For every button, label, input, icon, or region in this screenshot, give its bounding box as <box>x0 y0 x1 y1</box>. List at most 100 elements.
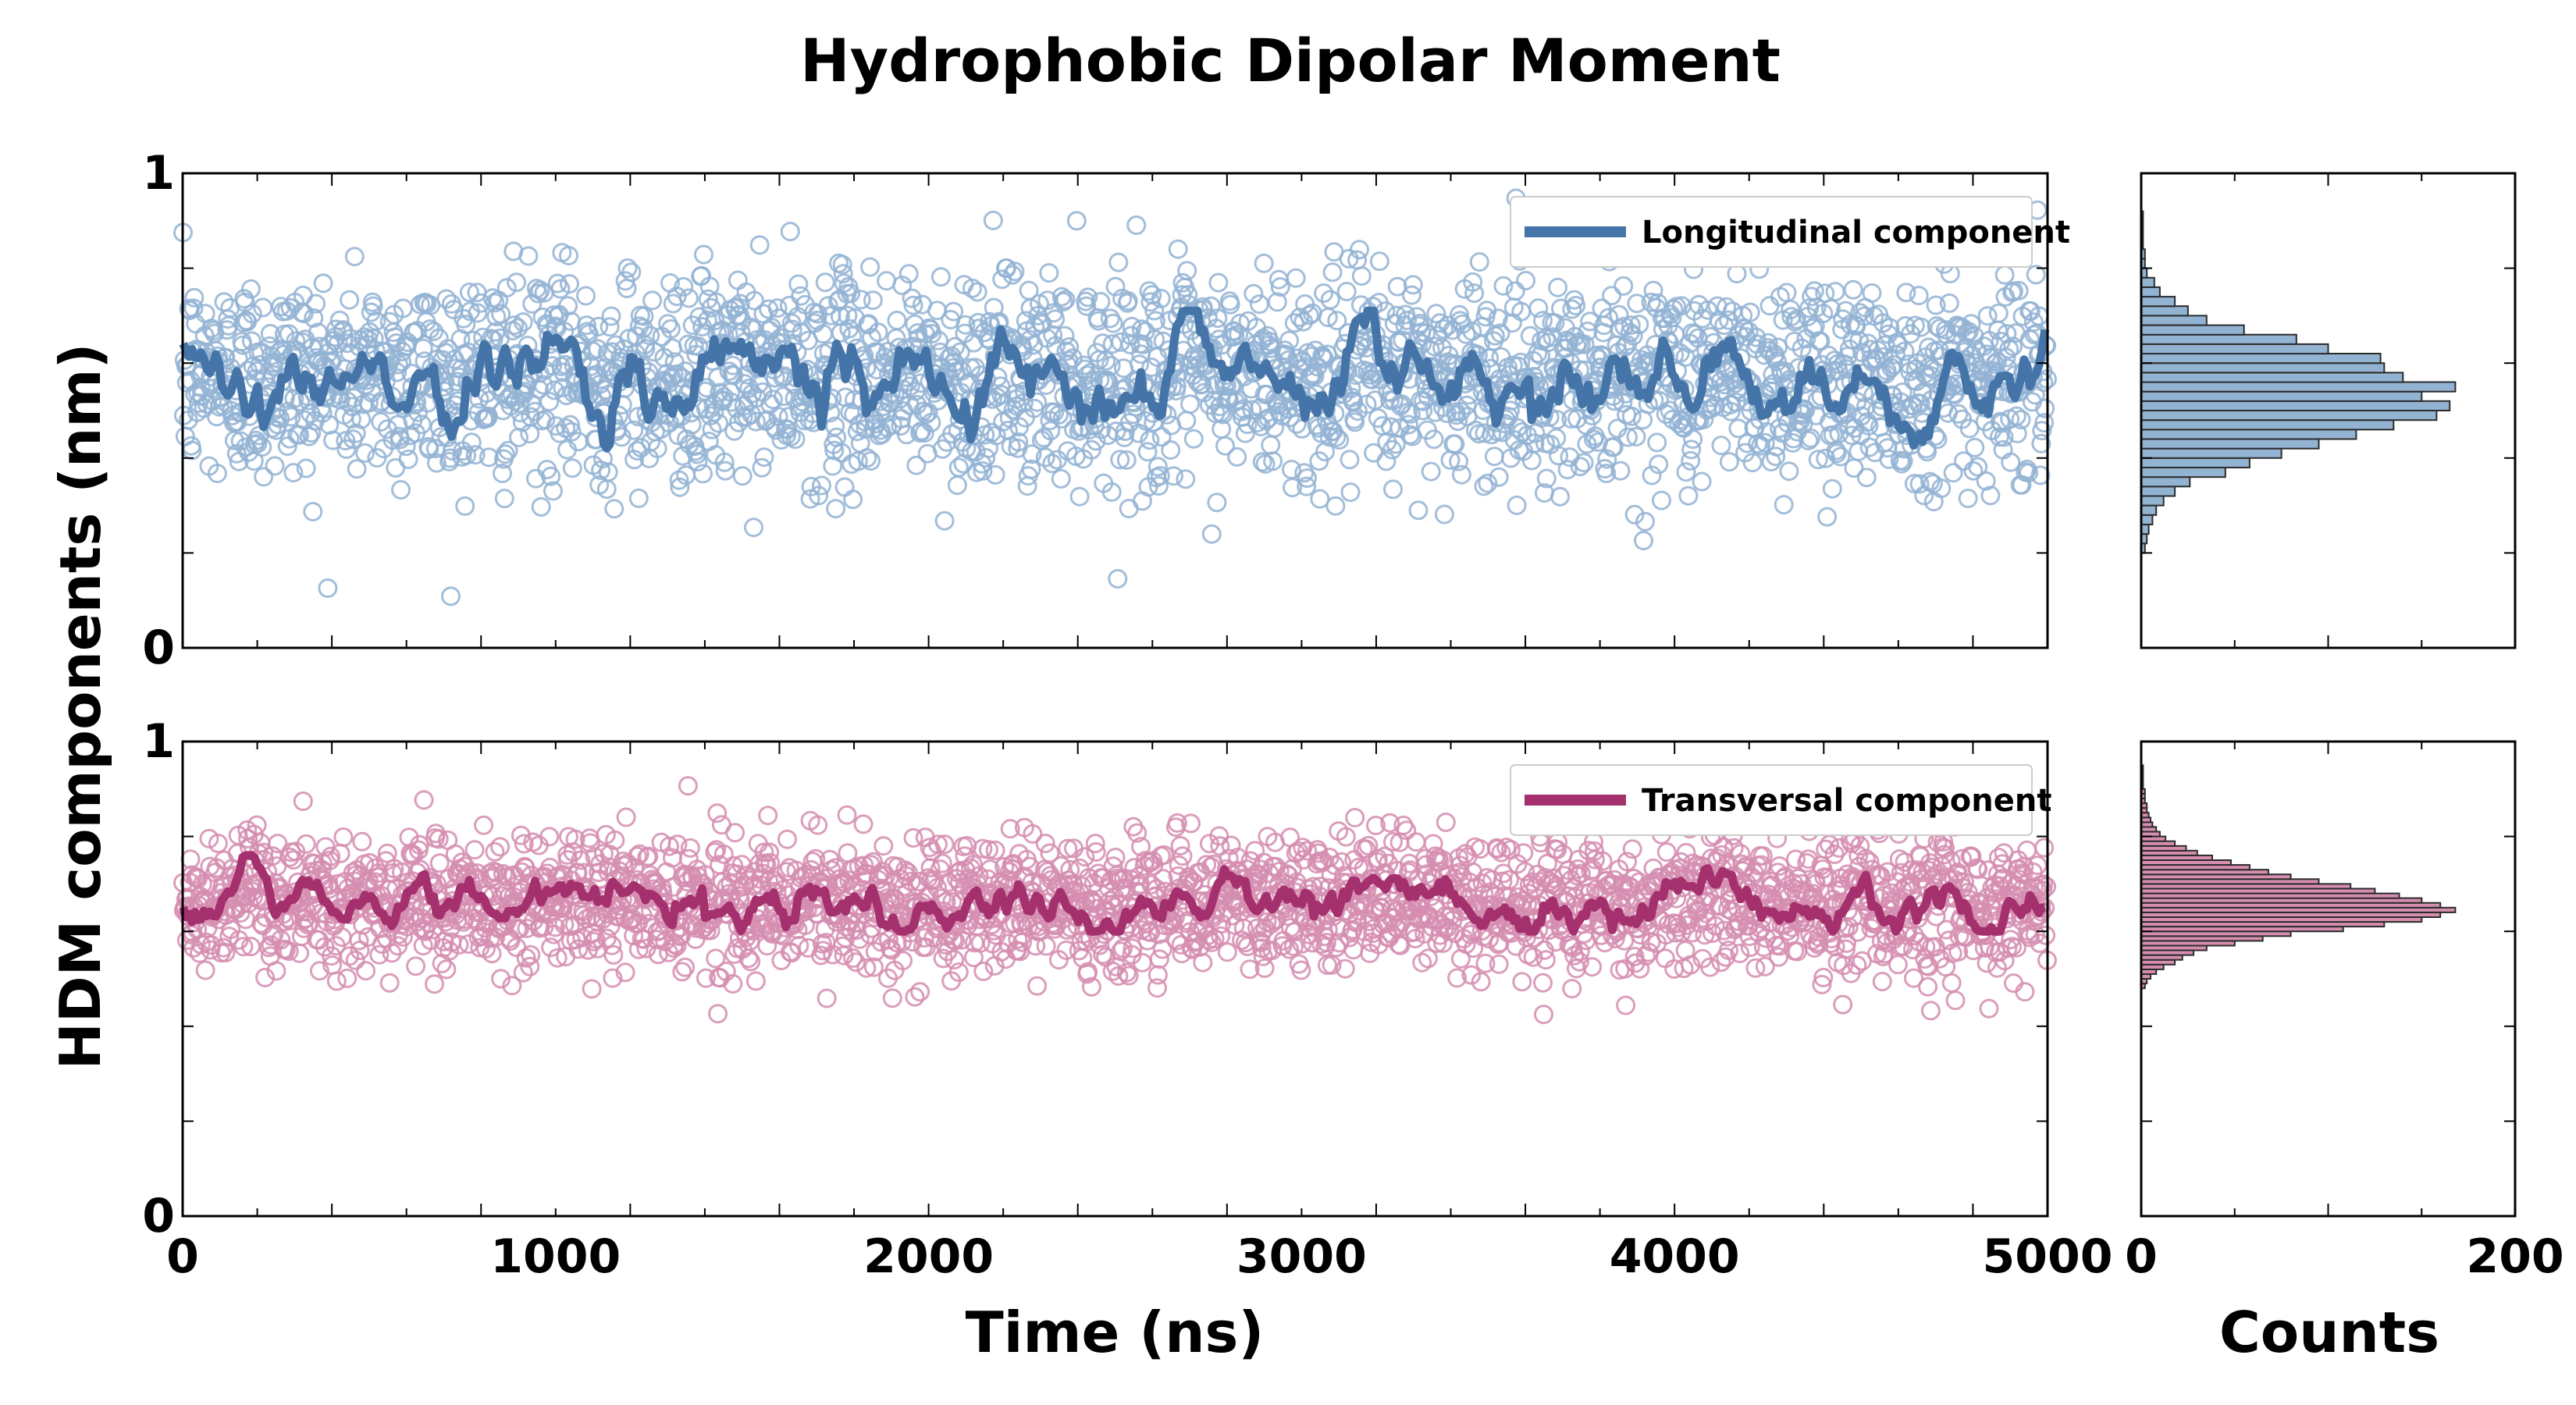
scatter-point <box>340 290 360 310</box>
scatter-point <box>1425 336 1445 357</box>
scatter-point <box>752 457 772 478</box>
scatter-point <box>1126 215 1147 235</box>
scatter-point <box>461 432 482 453</box>
scatter-point <box>2032 421 2052 441</box>
scatter-point <box>1424 429 1444 450</box>
scatter-point <box>1133 334 1153 354</box>
scatter-point <box>863 957 884 977</box>
scatter-point <box>560 414 580 435</box>
scatter-point <box>363 296 383 316</box>
scatter-point <box>541 937 561 958</box>
scatter-point <box>449 934 469 955</box>
scatter-point <box>1917 442 1937 462</box>
scatter-point <box>1258 408 1279 429</box>
scatter-point <box>624 420 644 440</box>
scatter-point <box>1854 306 1874 326</box>
scatter-point <box>337 968 358 988</box>
scatter-point <box>1808 450 1828 470</box>
scatter-point <box>927 877 948 898</box>
scatter-point <box>531 496 551 517</box>
scatter-point <box>1985 354 2005 374</box>
scatter-point <box>254 842 274 863</box>
longitudinal-plot-frame <box>181 172 2049 649</box>
scatter-point <box>1400 425 1420 445</box>
scatter-point <box>1244 283 1264 304</box>
scatter-point <box>715 461 735 481</box>
scatter-point <box>1066 211 1087 231</box>
scatter-point <box>1810 331 1831 351</box>
scatter-point <box>1148 476 1169 496</box>
scatter-point <box>516 948 536 968</box>
scatter-point <box>1052 409 1073 429</box>
scatter-point <box>900 376 920 397</box>
scatter-point <box>647 439 667 458</box>
scatter-point <box>337 333 358 354</box>
scatter-point <box>909 872 930 891</box>
scatter-point <box>1843 279 1863 300</box>
scatter-point <box>1012 932 1032 952</box>
scatter-point <box>1400 404 1421 424</box>
scatter-point <box>1681 439 1702 460</box>
scatter-point <box>1596 464 1617 483</box>
x-axis-label: Time (ns) <box>966 1300 1265 1365</box>
scatter-point <box>521 944 541 965</box>
scatter-point <box>1252 452 1272 472</box>
scatter-point <box>1005 261 1025 282</box>
scatter-point <box>498 440 518 461</box>
scatter-point <box>1548 277 1568 297</box>
scatter-point <box>474 815 494 835</box>
scatter-point <box>1920 366 1941 386</box>
scatter-point <box>2003 336 2023 357</box>
scatter-point <box>580 833 600 853</box>
scatter-point <box>948 962 969 982</box>
scatter-point <box>1836 301 1856 321</box>
scatter-point <box>491 969 511 989</box>
scatter-point <box>1151 427 1172 447</box>
scatter-point <box>345 950 365 970</box>
scatter-point <box>817 988 837 1008</box>
scatter-point <box>837 805 857 825</box>
scatter-point <box>1489 467 1509 487</box>
scatter-point <box>1399 414 1418 435</box>
scatter-point <box>591 461 611 480</box>
scatter-point <box>528 283 548 304</box>
scatter-point <box>589 316 609 336</box>
scatter-point <box>962 278 982 298</box>
scatter-point <box>714 452 735 472</box>
scatter-point <box>530 280 550 301</box>
scatter-point <box>1988 303 2008 323</box>
scatter-point <box>868 322 888 343</box>
scatter-point <box>2026 265 2046 285</box>
scatter-point <box>296 458 316 478</box>
longitudinal-legend: Longitudinal component <box>1510 196 2070 268</box>
scatter-point <box>1634 531 1653 550</box>
scatter-point <box>642 290 663 311</box>
y-axis-label: HDM components (nm) <box>48 343 113 1070</box>
hist-x-axis-label: Counts <box>2219 1300 2439 1365</box>
scatter-point <box>1551 298 1571 318</box>
scatter-point <box>815 919 835 939</box>
scatter-point <box>843 489 863 510</box>
scatter-point <box>1578 322 1598 341</box>
scatter-point <box>1450 304 1469 325</box>
scatter-point <box>1088 311 1108 331</box>
scatter-point <box>541 466 561 486</box>
scatter-point <box>902 288 922 308</box>
scatter-point <box>660 318 681 339</box>
scatter-point <box>980 859 1000 880</box>
scatter-point <box>389 354 409 375</box>
scatter-point <box>757 936 777 956</box>
scatter-point <box>456 315 476 335</box>
scatter-point <box>1350 240 1369 260</box>
scatter-point <box>1027 392 1048 412</box>
scatter-point <box>326 971 347 991</box>
scatter-point <box>247 433 268 454</box>
scatter-point <box>409 834 429 855</box>
scatter-point <box>1147 457 1168 477</box>
scatter-point <box>1943 463 1963 483</box>
scatter-point <box>195 960 215 980</box>
scatter-point <box>905 987 925 1007</box>
scatter-point <box>571 850 591 870</box>
scatter-point <box>745 971 766 991</box>
scatter-point <box>1613 393 1633 413</box>
